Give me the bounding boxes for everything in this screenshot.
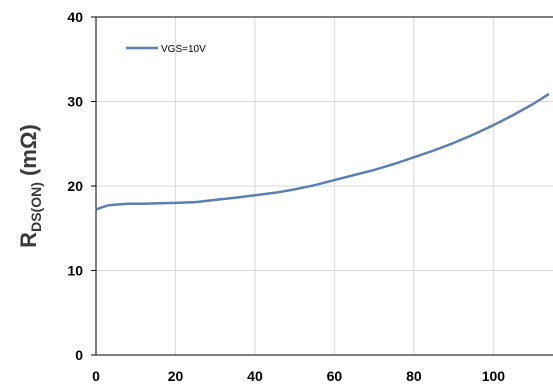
y-axis-label-main: R (16, 232, 41, 248)
y-tick-label: 0 (75, 347, 83, 363)
y-tick-label: 20 (67, 178, 83, 194)
series-group (95, 92, 550, 211)
y-axis-label: RDS(ON) (mΩ) (16, 124, 44, 248)
y-tick-label: 40 (67, 9, 83, 25)
x-tick-label: 60 (327, 368, 343, 384)
x-tick-label: 100 (482, 368, 506, 384)
x-tick-label: 40 (247, 368, 263, 384)
y-tick-label: 30 (67, 94, 83, 110)
axes (91, 16, 553, 356)
y-axis-label-sub: DS(ON) (28, 182, 44, 232)
x-tick-label: 20 (168, 368, 184, 384)
y-tick-label: 10 (67, 263, 83, 279)
series-line-0 (95, 92, 550, 211)
tick-labels: 0 20 40 60 80 100 0 10 20 30 40 (67, 9, 505, 384)
x-tick-label: 0 (92, 368, 100, 384)
legend: VGS=10V (126, 44, 206, 55)
y-axis-label-unit: (mΩ) (16, 124, 41, 182)
grid-lines (96, 16, 553, 355)
legend-label: VGS=10V (161, 44, 206, 55)
x-tick-label: 80 (406, 368, 422, 384)
